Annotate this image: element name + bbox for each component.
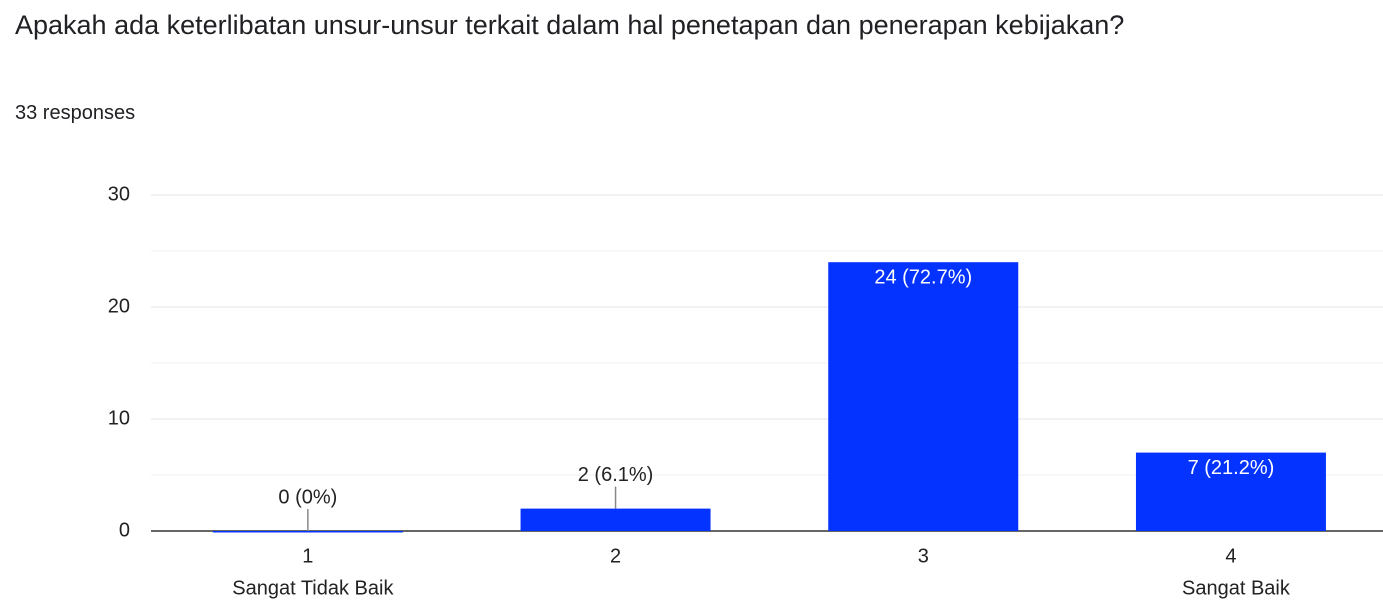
- x-scale-label: Sangat Tidak Baik: [232, 577, 394, 599]
- y-tick-label: 10: [108, 407, 130, 429]
- chart-title: Apakah ada keterlibatan unsur-unsur terk…: [15, 10, 1125, 40]
- y-tick-label: 20: [108, 295, 130, 317]
- x-tick-label: 1: [302, 545, 313, 567]
- chart-subtitle: 33 responses: [15, 102, 136, 124]
- y-tick-label: 0: [119, 519, 130, 541]
- bar: [520, 508, 711, 531]
- x-tick-label: 3: [918, 545, 929, 567]
- data-label: 7 (21.2%): [1188, 457, 1275, 479]
- x-scale-label: Sangat Baik: [1182, 577, 1291, 599]
- bar: [212, 531, 403, 533]
- data-label: 2 (6.1%): [578, 464, 654, 486]
- data-label: 0 (0%): [278, 486, 337, 508]
- data-label: 24 (72.7%): [874, 266, 972, 288]
- x-tick-label: 2: [610, 545, 621, 567]
- y-tick-label: 30: [108, 183, 130, 205]
- bar: [1135, 452, 1326, 531]
- bar: [828, 262, 1019, 531]
- x-tick-label: 4: [1225, 545, 1236, 567]
